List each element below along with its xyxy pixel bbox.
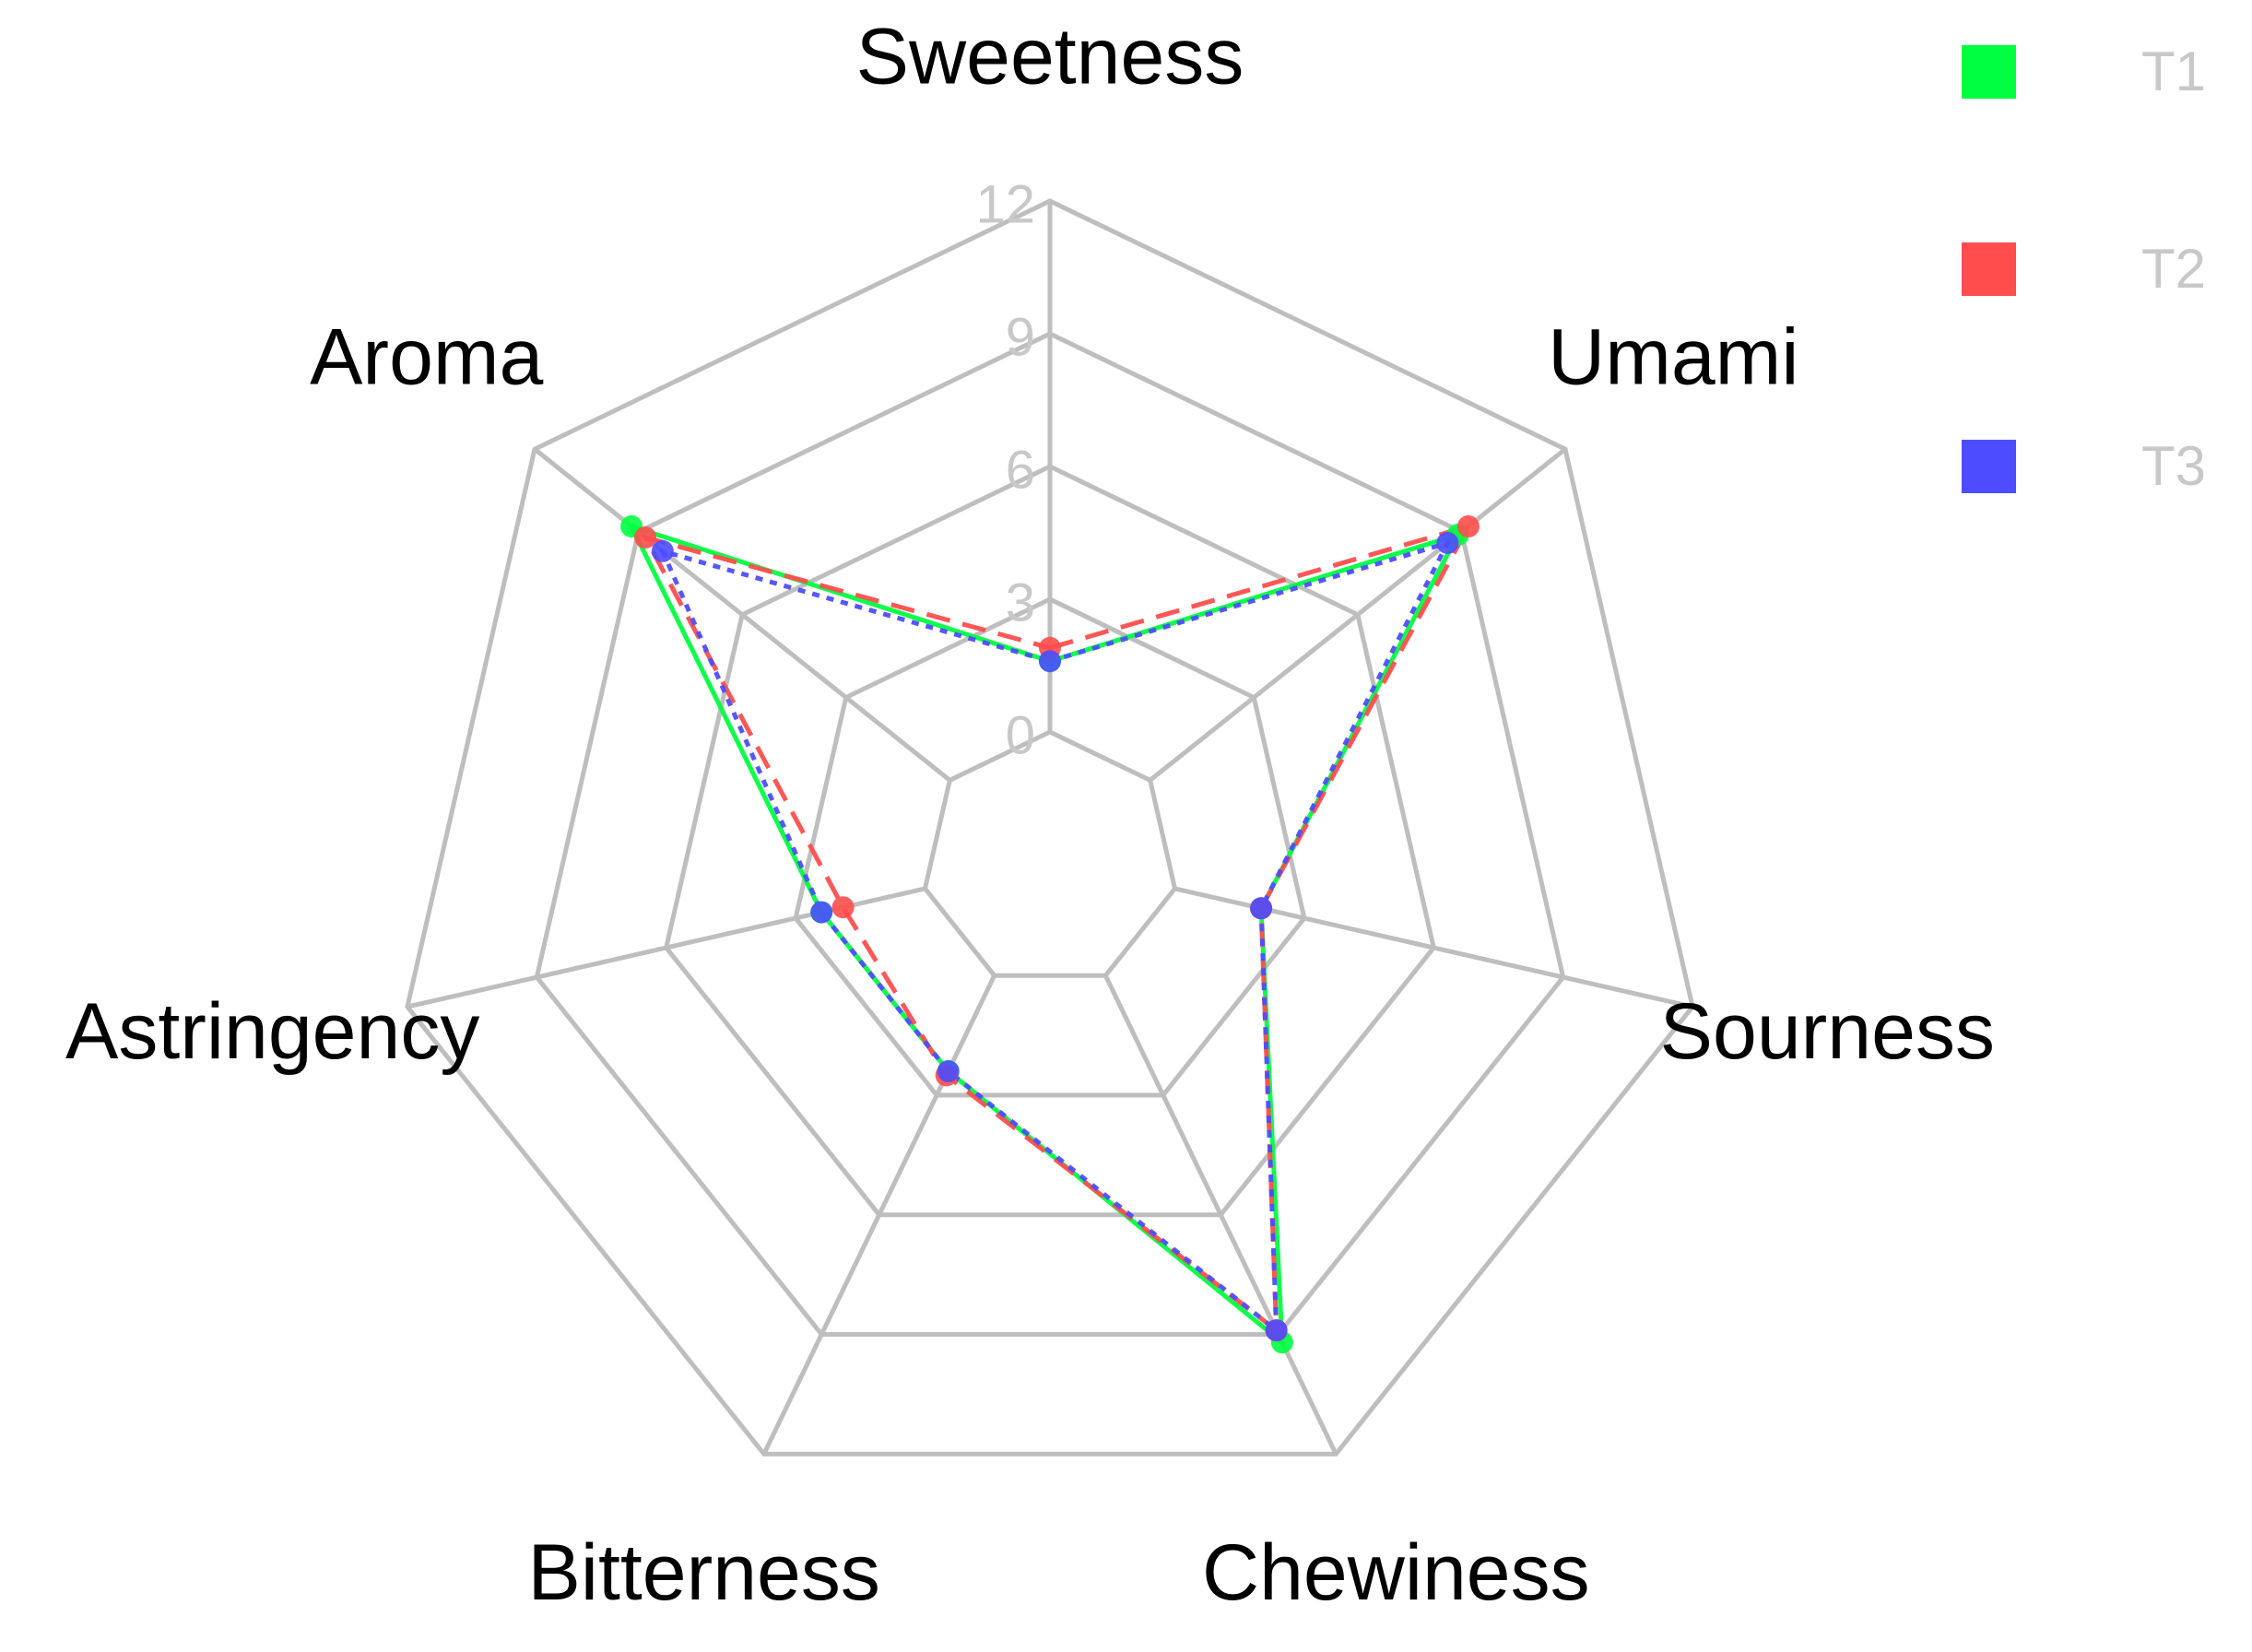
grid-ring [534,331,1566,1337]
data-point [1436,531,1459,554]
data-point [937,1060,960,1083]
data-point [1250,897,1273,920]
axis-label: Astringency [65,987,479,1076]
axis-label: Umami [1548,313,1798,401]
data-point [810,901,833,924]
y-tick-label: 9 [1006,307,1035,367]
axis-label: Chewiness [1202,1528,1590,1617]
grid-spoke [1103,974,1338,1456]
y-tick-label: 3 [1006,572,1035,632]
grid-spoke [761,974,996,1456]
series-line [641,522,1473,1336]
axis-label: Sweetness [856,13,1244,101]
axis-label: Aroma [310,313,543,401]
data-point [634,525,657,549]
data-point [831,896,855,919]
y-tick-label: 6 [1006,440,1035,500]
grid-spoke [533,447,951,783]
legend-swatch [1962,45,2016,99]
legend-swatch [1962,242,2016,296]
legend-label: T1 [2141,41,2206,102]
data-point [1456,515,1480,538]
legend-label: T2 [2141,238,2206,300]
axis-label: Sourness [1660,987,1995,1076]
y-tick-label: 0 [1006,705,1035,765]
grid-ring [664,464,1436,1218]
grid-ring [793,596,1307,1098]
grid-spoke [1149,447,1567,783]
grid-ring [922,729,1178,978]
data-point [651,539,674,562]
data-point [1265,1319,1288,1342]
legend-swatch [1962,440,2016,493]
grid-ring [405,198,1695,1457]
axis-label: Bitterness [527,1528,879,1617]
data-point [1039,650,1061,673]
legend-label: T3 [2141,435,2206,497]
y-tick-label: 12 [975,174,1035,234]
